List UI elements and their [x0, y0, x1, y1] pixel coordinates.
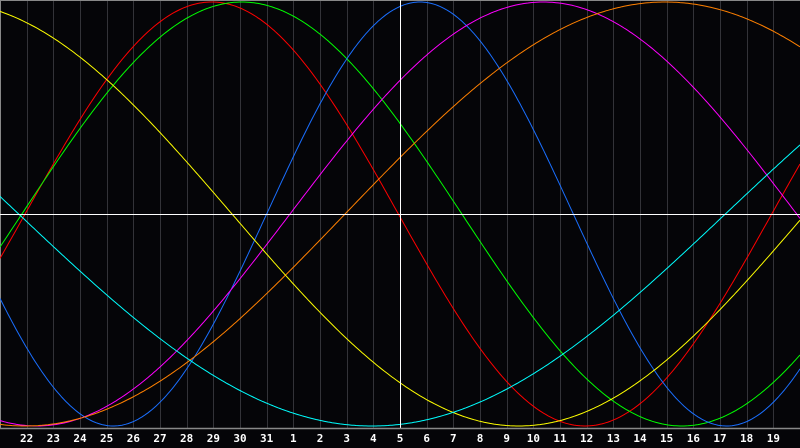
x-tick-label: 17 — [713, 432, 726, 445]
x-tick-label: 28 — [180, 432, 193, 445]
x-tick-label: 14 — [633, 432, 647, 445]
x-tick-label: 18 — [740, 432, 753, 445]
x-axis: 22 23 24 25 26 27 28 29 30 31 1 2 3 4 5 6 7 8 9 10 11 12 13 14 1… — [0, 427, 800, 445]
x-tick-label: 24 — [73, 432, 87, 445]
x-tick-label: 3 — [343, 432, 350, 445]
x-tick-label: 9 — [503, 432, 510, 445]
x-tick-label: 5 — [397, 432, 404, 445]
x-tick-label: 4 — [370, 432, 377, 445]
x-tick-label: 1 — [290, 432, 297, 445]
x-tick-label: 23 — [47, 432, 60, 445]
x-tick-label: 25 — [100, 432, 113, 445]
x-tick-label: 22 — [20, 432, 33, 445]
x-tick-label: 13 — [607, 432, 620, 445]
x-tick-label: 10 — [527, 432, 540, 445]
x-tick-label: 2 — [317, 432, 324, 445]
x-tick-label: 31 — [260, 432, 274, 445]
x-tick-label: 7 — [450, 432, 457, 445]
x-tick-label: 29 — [207, 432, 220, 445]
x-tick-label: 19 — [767, 432, 780, 445]
x-tick-label: 16 — [687, 432, 701, 445]
x-tick-label: 8 — [477, 432, 484, 445]
x-tick-label: 6 — [423, 432, 430, 445]
x-tick-label: 11 — [553, 432, 567, 445]
x-tick-label: 26 — [127, 432, 141, 445]
x-tick-label: 27 — [153, 432, 166, 445]
x-tick-label: 15 — [660, 432, 673, 445]
x-tick-label: 30 — [233, 432, 246, 445]
x-tick-label: 12 — [580, 432, 593, 445]
